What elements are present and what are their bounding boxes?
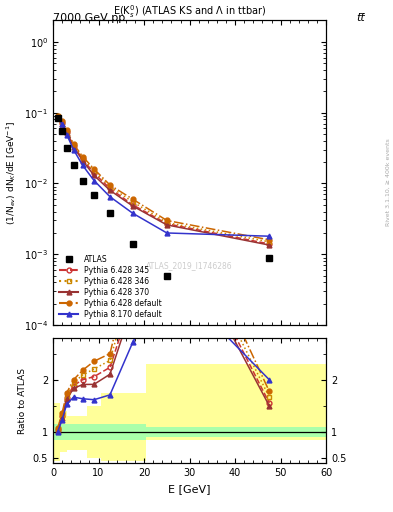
Text: 7000 GeV pp: 7000 GeV pp	[53, 13, 125, 23]
Line: Pythia 6.428 345: Pythia 6.428 345	[55, 114, 272, 246]
Pythia 6.428 345	[55, 114, 60, 120]
Pythia 6.428 346	[71, 142, 76, 148]
Pythia 6.428 370	[55, 114, 60, 120]
Pythia 8.170 default	[71, 146, 76, 153]
Pythia 6.428 default	[55, 113, 60, 119]
Pythia 6.428 345	[165, 221, 169, 227]
ATLAS	[92, 192, 96, 198]
Pythia 6.428 370	[108, 187, 112, 194]
Pythia 6.428 346	[108, 184, 112, 190]
Text: Rivet 3.1.10, ≥ 400k events: Rivet 3.1.10, ≥ 400k events	[386, 138, 391, 226]
Pythia 8.170 default	[92, 178, 96, 184]
Pythia 8.170 default	[64, 132, 69, 138]
Pythia 6.428 370	[71, 144, 76, 150]
Pythia 6.428 346	[55, 113, 60, 119]
Y-axis label: Ratio to ATLAS: Ratio to ATLAS	[18, 368, 27, 434]
Pythia 6.428 346	[80, 155, 85, 161]
Pythia 6.428 345	[64, 129, 69, 135]
ATLAS	[60, 128, 64, 134]
Pythia 6.428 default	[267, 237, 272, 243]
Line: Pythia 8.170 default: Pythia 8.170 default	[55, 115, 272, 239]
Pythia 6.428 345	[130, 202, 135, 208]
Pythia 6.428 370	[64, 130, 69, 136]
Pythia 6.428 370	[60, 120, 64, 126]
Pythia 6.428 370	[267, 242, 272, 248]
Pythia 6.428 345	[60, 120, 64, 126]
ATLAS	[55, 115, 60, 121]
Text: tt̅: tt̅	[357, 13, 365, 23]
Pythia 6.428 345	[267, 241, 272, 247]
Pythia 6.428 370	[80, 158, 85, 164]
ATLAS	[108, 210, 112, 216]
Legend: ATLAS, Pythia 6.428 345, Pythia 6.428 346, Pythia 6.428 370, Pythia 6.428 defaul: ATLAS, Pythia 6.428 345, Pythia 6.428 34…	[57, 253, 164, 322]
Y-axis label: (1/N$_{ev}$) dN$_K$/dE [GeV$^{-1}$]: (1/N$_{ev}$) dN$_K$/dE [GeV$^{-1}$]	[5, 121, 18, 225]
Line: ATLAS: ATLAS	[55, 115, 272, 279]
Pythia 6.428 default	[130, 196, 135, 202]
Pythia 8.170 default	[55, 115, 60, 121]
Pythia 6.428 346	[267, 239, 272, 245]
Title: E(K$_s^0$) (ATLAS KS and Λ in ttbar): E(K$_s^0$) (ATLAS KS and Λ in ttbar)	[113, 4, 266, 20]
Pythia 6.428 345	[80, 156, 85, 162]
Pythia 6.428 370	[165, 222, 169, 228]
Pythia 8.170 default	[267, 233, 272, 239]
Line: Pythia 6.428 default: Pythia 6.428 default	[55, 113, 272, 242]
Pythia 6.428 345	[92, 170, 96, 176]
ATLAS	[64, 144, 69, 151]
Pythia 6.428 default	[165, 218, 169, 224]
Line: Pythia 6.428 346: Pythia 6.428 346	[55, 114, 272, 244]
Pythia 6.428 346	[60, 119, 64, 125]
Pythia 6.428 345	[108, 185, 112, 191]
X-axis label: E [GeV]: E [GeV]	[168, 484, 211, 494]
Pythia 6.428 default	[64, 127, 69, 134]
Pythia 6.428 346	[64, 129, 69, 135]
Pythia 6.428 default	[60, 118, 64, 124]
Pythia 8.170 default	[80, 162, 85, 168]
ATLAS	[267, 254, 272, 261]
Pythia 8.170 default	[165, 230, 169, 236]
Pythia 6.428 default	[80, 154, 85, 160]
ATLAS	[130, 241, 135, 247]
Pythia 6.428 346	[130, 199, 135, 205]
Pythia 6.428 default	[92, 166, 96, 172]
Pythia 6.428 370	[130, 203, 135, 209]
Line: Pythia 6.428 370: Pythia 6.428 370	[55, 115, 272, 247]
Text: ATLAS_2019_I1746286: ATLAS_2019_I1746286	[146, 261, 233, 270]
Pythia 6.428 default	[71, 141, 76, 147]
Pythia 8.170 default	[108, 194, 112, 200]
Pythia 8.170 default	[130, 210, 135, 216]
ATLAS	[165, 272, 169, 279]
ATLAS	[71, 162, 76, 168]
Pythia 6.428 370	[92, 173, 96, 179]
ATLAS	[80, 178, 85, 184]
Pythia 8.170 default	[60, 121, 64, 127]
Pythia 6.428 346	[165, 220, 169, 226]
Pythia 6.428 345	[71, 143, 76, 149]
Pythia 6.428 default	[108, 182, 112, 188]
Pythia 6.428 346	[92, 168, 96, 174]
